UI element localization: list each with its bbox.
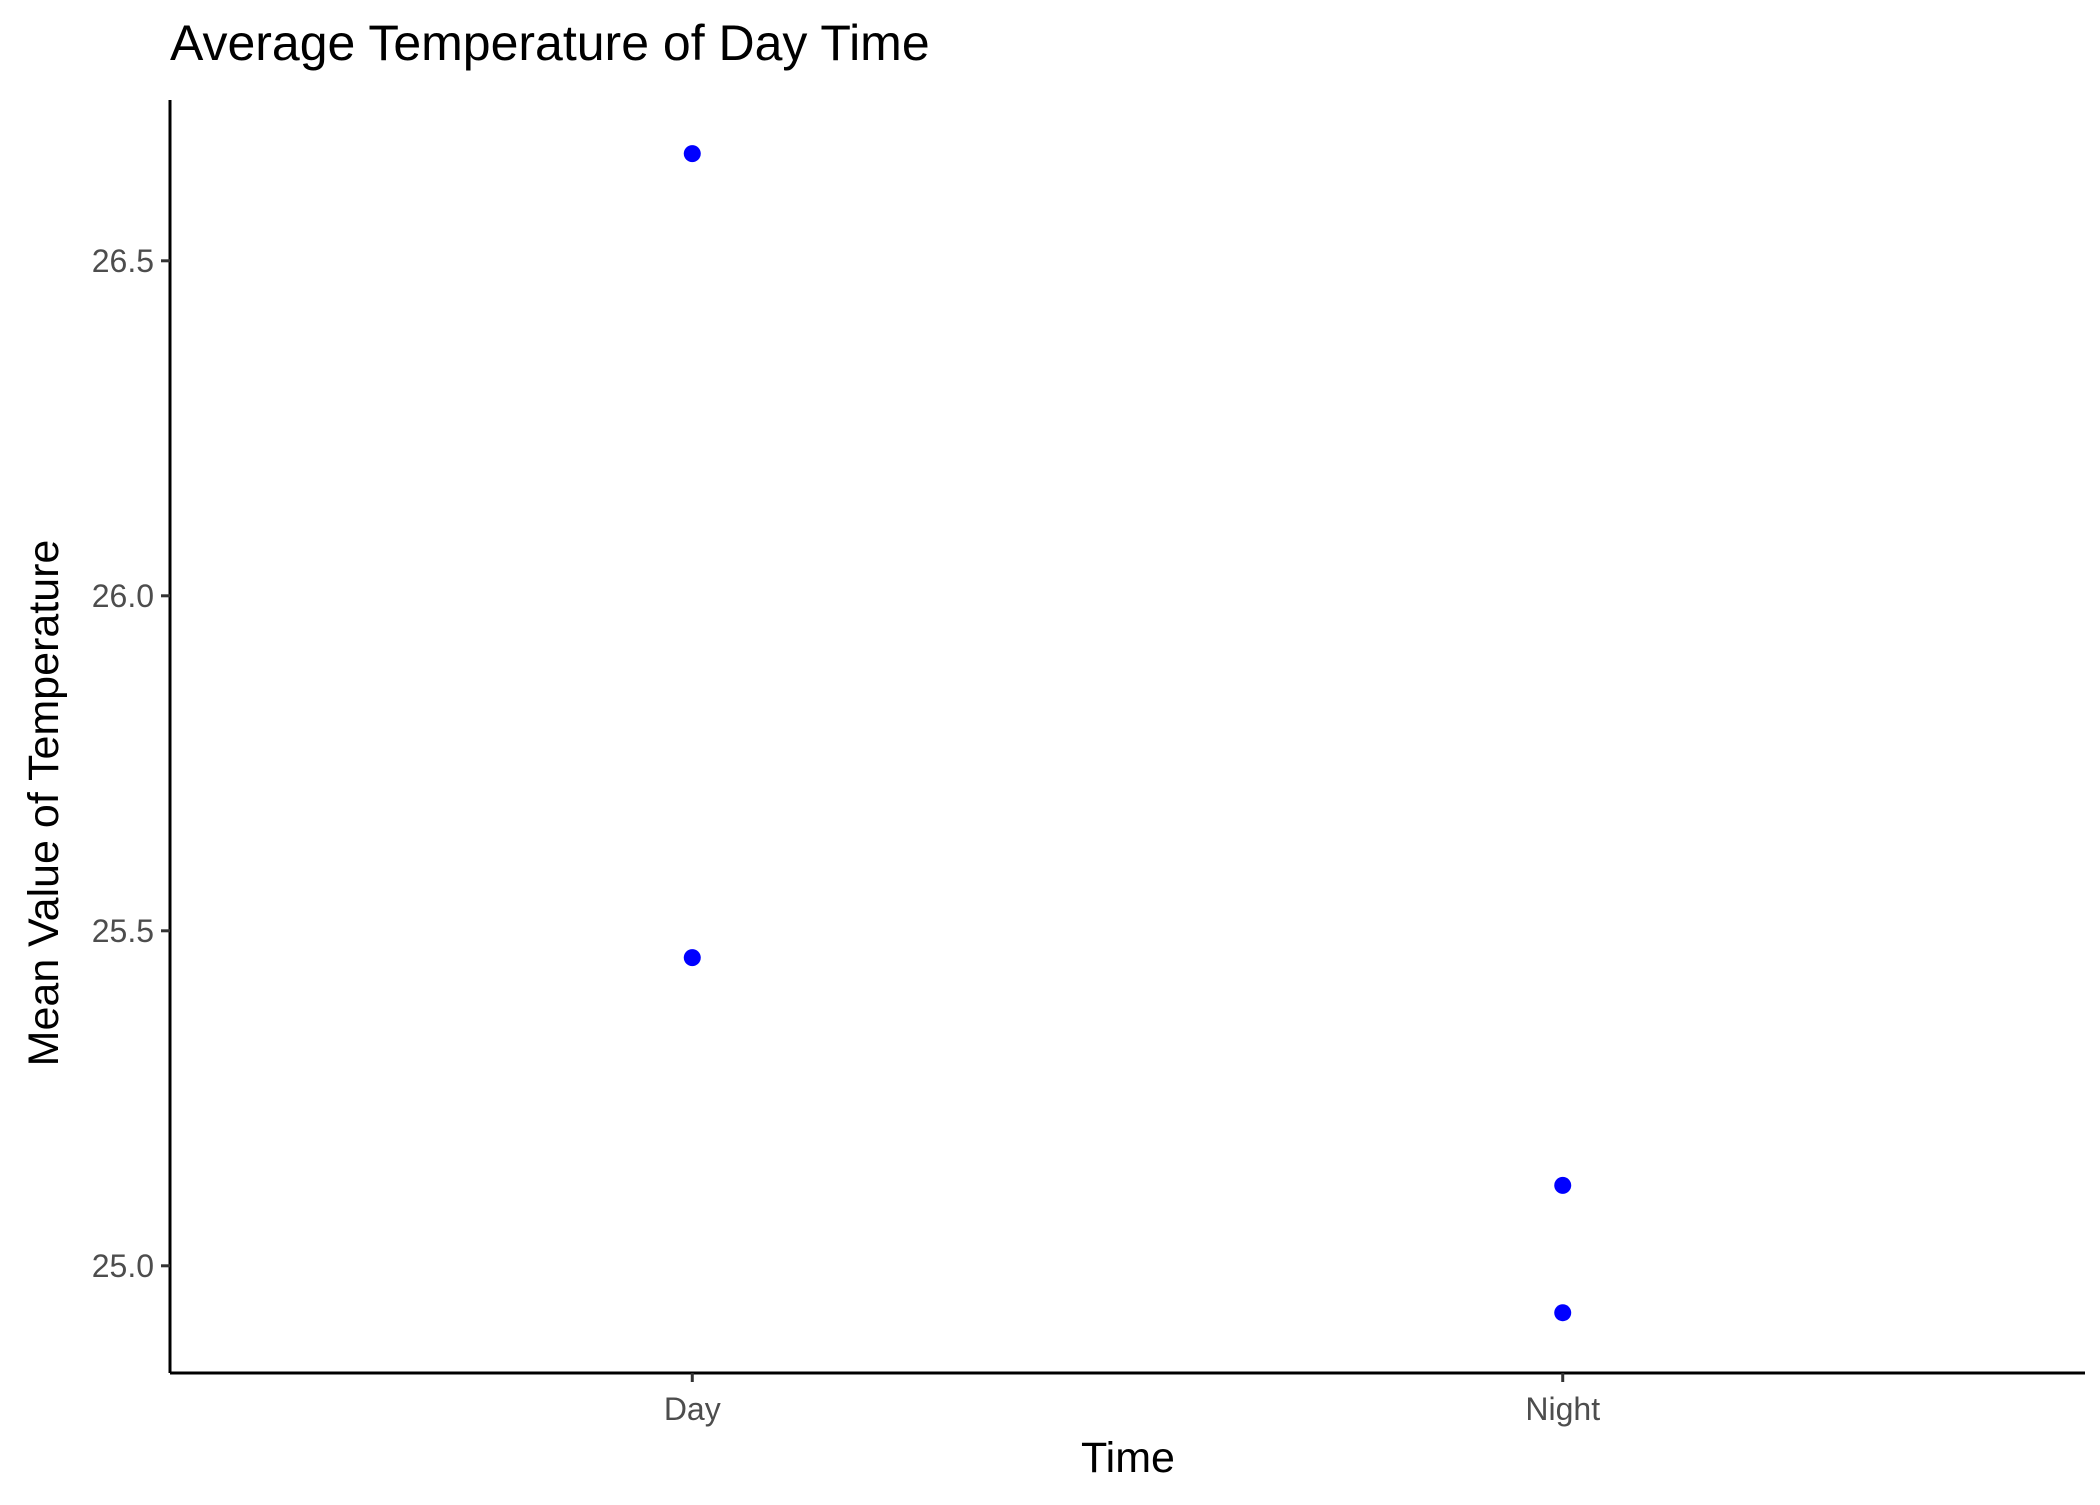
x-tick-label: Day [664, 1391, 721, 1427]
y-axis-title: Mean Value of Temperature [20, 540, 68, 1067]
y-tick-label: 26.0 [92, 578, 154, 614]
x-axis-title: Time [1081, 1434, 1175, 1482]
x-axis: Day Night [170, 1371, 2085, 1427]
y-tick-label: 25.5 [92, 913, 154, 949]
chart-title: Average Temperature of Day Time [170, 15, 930, 71]
data-point [683, 949, 701, 967]
data-points [683, 145, 1572, 1322]
x-tick-label: Night [1525, 1391, 1600, 1427]
y-tick-label: 26.5 [92, 243, 154, 279]
data-point [1554, 1176, 1572, 1194]
y-tick-label: 25.0 [92, 1248, 154, 1284]
data-point [683, 145, 701, 163]
y-axis: 25.0 25.5 26.0 26.5 [92, 100, 172, 1373]
data-point [1554, 1304, 1572, 1322]
